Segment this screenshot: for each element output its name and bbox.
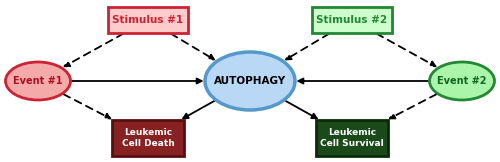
Text: AUTOPHAGY: AUTOPHAGY (214, 76, 286, 86)
Text: Stimulus #2: Stimulus #2 (316, 15, 388, 25)
FancyBboxPatch shape (316, 120, 388, 156)
Ellipse shape (430, 62, 494, 100)
Text: Leukemic
Cell Survival: Leukemic Cell Survival (320, 128, 384, 148)
Text: Stimulus #1: Stimulus #1 (112, 15, 184, 25)
Ellipse shape (6, 62, 70, 100)
Ellipse shape (205, 52, 295, 110)
FancyBboxPatch shape (112, 120, 184, 156)
Text: Event #1: Event #1 (13, 76, 63, 86)
Text: Event #2: Event #2 (437, 76, 487, 86)
FancyBboxPatch shape (312, 7, 392, 33)
Text: Leukemic
Cell Death: Leukemic Cell Death (122, 128, 174, 148)
FancyBboxPatch shape (108, 7, 188, 33)
